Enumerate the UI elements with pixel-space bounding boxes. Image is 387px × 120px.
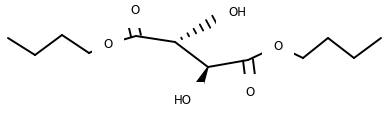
Text: HO: HO xyxy=(174,93,192,107)
Polygon shape xyxy=(186,67,208,103)
Text: O: O xyxy=(103,37,113,51)
Text: O: O xyxy=(130,3,140,17)
Text: O: O xyxy=(245,85,255,99)
Text: OH: OH xyxy=(228,6,246,19)
Text: O: O xyxy=(273,39,283,53)
